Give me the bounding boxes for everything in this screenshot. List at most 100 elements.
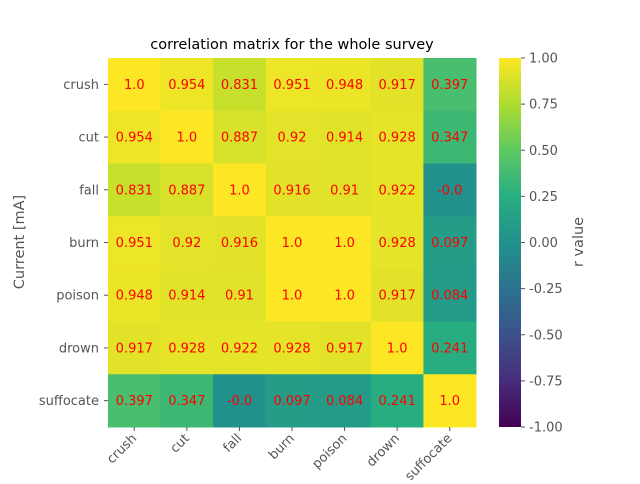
heatmap-cell-crush-fall bbox=[213, 58, 267, 112]
y-tick-label: fall bbox=[79, 183, 99, 198]
cell-value-label: 0.397 bbox=[431, 78, 468, 93]
x-tick-label: suffocate bbox=[402, 431, 455, 480]
heatmap-cell-crush-suffocate bbox=[423, 58, 477, 112]
cell-value-label: 0.91 bbox=[330, 183, 359, 198]
cell-value-label: 0.92 bbox=[278, 131, 307, 146]
cell-value-label: 0.928 bbox=[168, 341, 205, 356]
heatmap-cell-crush-crush bbox=[108, 58, 162, 112]
x-tick-label: burn bbox=[266, 431, 298, 463]
heatmap-cell-drown-crush bbox=[108, 321, 162, 375]
cell-value-label: 0.922 bbox=[221, 341, 258, 356]
heatmap-cell-poison-cut bbox=[160, 268, 214, 323]
colorbar-label: r value bbox=[571, 217, 587, 267]
x-axis-ticks: crush cut fall burn poison drown suffocate bbox=[104, 427, 456, 484]
cell-value-label: 1.0 bbox=[229, 183, 250, 198]
heatmap-cell-suffocate-cut bbox=[160, 374, 214, 428]
cell-value-label: 0.948 bbox=[116, 289, 153, 304]
colorbar-tick-label: 0.75 bbox=[529, 98, 558, 113]
cell-value-label: 1.0 bbox=[334, 236, 355, 251]
cell-value-label: 0.887 bbox=[168, 183, 205, 198]
colorbar-tick-label: 1.00 bbox=[529, 52, 558, 67]
cell-value-label: 0.084 bbox=[326, 394, 363, 409]
cell-value-label: 0.887 bbox=[221, 131, 258, 146]
cell-value-label: 1.0 bbox=[282, 289, 303, 304]
heatmap-cell-cut-poison bbox=[318, 110, 372, 164]
heatmap-cell-poison-crush bbox=[108, 268, 162, 323]
cell-value-label: 0.928 bbox=[273, 341, 310, 356]
cell-value-label: 0.917 bbox=[326, 341, 363, 356]
heatmap-cell-crush-burn bbox=[265, 58, 319, 112]
cell-value-label: 0.914 bbox=[168, 289, 205, 304]
cell-value-label: 0.916 bbox=[273, 183, 310, 198]
y-tick-label: suffocate bbox=[39, 394, 99, 409]
heatmap-cell-crush-cut bbox=[160, 58, 214, 112]
heatmap-cell-poison-suffocate bbox=[423, 268, 477, 323]
x-tick-label: fall bbox=[221, 431, 246, 456]
heatmap-cell-drown-suffocate bbox=[423, 321, 477, 375]
heatmap-cell-burn-burn bbox=[265, 216, 319, 270]
colorbar-tick-label: -1.00 bbox=[529, 421, 563, 436]
cell-value-label: 0.097 bbox=[431, 236, 468, 251]
heatmap-cell-cut-cut bbox=[160, 110, 214, 164]
heatmap-cell-suffocate-poison bbox=[318, 374, 372, 428]
cell-value-label: 0.91 bbox=[225, 289, 254, 304]
colorbar-tick-label: -0.50 bbox=[529, 328, 563, 343]
y-tick-label: crush bbox=[63, 78, 99, 93]
heatmap-cell-suffocate-crush bbox=[108, 374, 162, 428]
heatmap-cell-fall-poison bbox=[318, 163, 372, 217]
colorbar-ticks: 1.00 0.75 0.50 0.25 0.00 -0.25 -0.50 -0.75 -1.00 bbox=[521, 52, 563, 436]
cell-value-label: 0.917 bbox=[379, 78, 416, 93]
heatmap-cell-cut-crush bbox=[108, 110, 162, 164]
heatmap-cell-drown-poison bbox=[318, 321, 372, 375]
heatmap-cell-fall-fall bbox=[213, 163, 267, 217]
cell-value-label: 0.948 bbox=[326, 78, 363, 93]
heatmap-cell-poison-burn bbox=[265, 268, 319, 323]
heatmap-cell-drown-fall bbox=[213, 321, 267, 375]
cell-value-label: 0.917 bbox=[379, 289, 416, 304]
cell-value-label: 1.0 bbox=[177, 131, 198, 146]
cell-value-label: 0.951 bbox=[273, 78, 310, 93]
cell-value-label: 0.397 bbox=[116, 394, 153, 409]
cell-value-label: 1.0 bbox=[334, 289, 355, 304]
heatmap-cell-suffocate-suffocate bbox=[423, 374, 477, 428]
chart-title: correlation matrix for the whole survey bbox=[150, 37, 434, 53]
heatmap-cell-burn-suffocate bbox=[423, 216, 477, 270]
heatmap-cell-burn-fall bbox=[213, 216, 267, 270]
cell-value-label: 0.928 bbox=[379, 131, 416, 146]
cell-value-label: 0.951 bbox=[116, 236, 153, 251]
y-tick-label: burn bbox=[69, 236, 99, 251]
heatmap-cell-fall-cut bbox=[160, 163, 214, 217]
heatmap-cell-suffocate-fall bbox=[213, 374, 267, 428]
cell-value-label: 0.92 bbox=[172, 236, 201, 251]
heatmap-cell-cut-drown bbox=[370, 110, 424, 164]
heatmap-cells bbox=[108, 58, 477, 428]
cell-value-label: 0.914 bbox=[326, 131, 363, 146]
colorbar-tick-label: 0.00 bbox=[529, 236, 558, 251]
cell-value-label: 0.928 bbox=[379, 236, 416, 251]
y-axis-ticks: crush cut fall burn poison drown suffocate bbox=[39, 78, 108, 409]
cell-value-label: 1.0 bbox=[124, 78, 145, 93]
cell-value-label: 1.0 bbox=[439, 394, 460, 409]
x-tick-label: poison bbox=[310, 431, 351, 472]
heatmap-cell-burn-cut bbox=[160, 216, 214, 270]
heatmap-cell-drown-drown bbox=[370, 321, 424, 375]
heatmap-cell-poison-poison bbox=[318, 268, 372, 323]
cell-value-label: 0.916 bbox=[221, 236, 258, 251]
cell-value-label: 0.922 bbox=[379, 183, 416, 198]
cell-value-label: 0.241 bbox=[431, 341, 468, 356]
colorbar-tick-label: 0.25 bbox=[529, 190, 558, 205]
heatmap-cell-fall-burn bbox=[265, 163, 319, 217]
heatmap-cell-poison-fall bbox=[213, 268, 267, 323]
y-axis-label: Current [mA] bbox=[12, 195, 28, 289]
heatmap-cell-cut-burn bbox=[265, 110, 319, 164]
heatmap-cell-labels: 1.0 0.954 0.831 0.951 0.948 0.917 0.397 0.954 1.… bbox=[116, 78, 469, 409]
heatmap-cell-drown-burn bbox=[265, 321, 319, 375]
x-tick-label: cut bbox=[168, 431, 193, 456]
cell-value-label: 0.347 bbox=[431, 131, 468, 146]
cell-value-label: 0.097 bbox=[273, 394, 310, 409]
cell-value-label: 0.917 bbox=[116, 341, 153, 356]
x-tick-label: drown bbox=[364, 431, 403, 470]
cell-value-label: 0.241 bbox=[379, 394, 416, 409]
y-tick-label: cut bbox=[79, 131, 99, 146]
